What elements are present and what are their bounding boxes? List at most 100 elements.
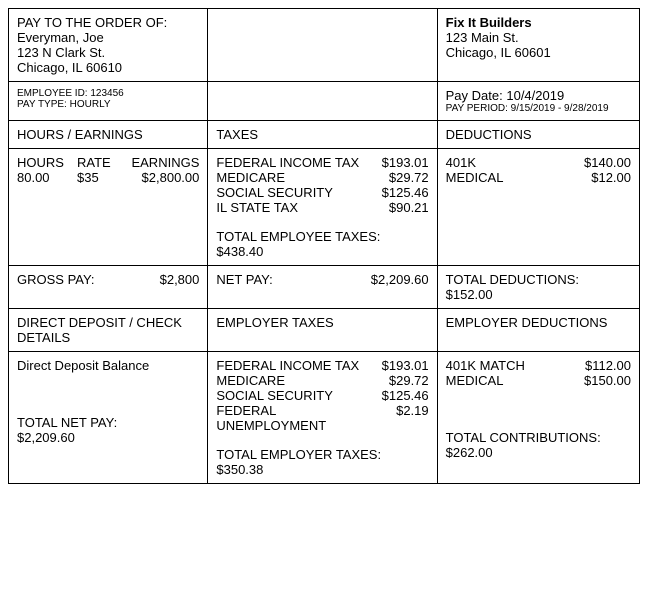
- employee-meta: EMPLOYEE ID: 123456 PAY TYPE: HOURLY: [9, 82, 208, 120]
- line-item: FEDERAL UNEMPLOYMENT$2.19: [216, 403, 428, 433]
- line-item-label: 401K: [446, 155, 566, 170]
- line-item-label: IL STATE TAX: [216, 200, 363, 215]
- meta-middle-empty: [208, 82, 437, 120]
- line-item: SOCIAL SECURITY$125.46: [216, 388, 428, 403]
- employer-taxes-block: FEDERAL INCOME TAX$193.01MEDICARE$29.72S…: [208, 352, 437, 483]
- line-item: IL STATE TAX$90.21: [216, 200, 428, 215]
- total-employer-taxes-value: $350.38: [216, 462, 428, 477]
- line-item-value: $125.46: [364, 185, 429, 200]
- payee-name: Everyman, Joe: [17, 30, 199, 45]
- net-pay-block: NET PAY: $2,209.60: [208, 266, 437, 308]
- line-item-label: MEDICAL: [446, 373, 566, 388]
- gross-pay-label: GROSS PAY:: [17, 272, 95, 287]
- total-deductions-block: TOTAL DEDUCTIONS: $152.00: [438, 266, 639, 308]
- pay-period-line: PAY PERIOD: 9/15/2019 - 9/28/2019: [446, 103, 631, 114]
- col-hours-label: HOURS: [17, 155, 77, 170]
- line-item: MEDICAL$12.00: [446, 170, 631, 185]
- line-item: FEDERAL INCOME TAX$193.01: [216, 155, 428, 170]
- deposit-block: Direct Deposit Balance TOTAL NET PAY: $2…: [9, 352, 208, 483]
- line-item-label: MEDICARE: [216, 170, 363, 185]
- line-item: MEDICAL$150.00: [446, 373, 631, 388]
- totals-row-1: GROSS PAY: $2,800 NET PAY: $2,209.60 TOT…: [9, 266, 639, 309]
- employer-deductions-header: EMPLOYER DEDUCTIONS: [438, 309, 639, 351]
- line-item-value: $193.01: [364, 358, 429, 373]
- total-contributions-label: TOTAL CONTRIBUTIONS:: [446, 430, 631, 445]
- line-item-value: $150.00: [566, 373, 631, 388]
- line-item: FEDERAL INCOME TAX$193.01: [216, 358, 428, 373]
- payee-addr2: Chicago, IL 60610: [17, 60, 199, 75]
- net-pay-value: $2,209.60: [371, 272, 429, 287]
- line-item-label: 401K MATCH: [446, 358, 566, 373]
- pay-date-block: Pay Date: 10/4/2019 PAY PERIOD: 9/15/201…: [438, 82, 639, 120]
- col-rate-label: RATE: [77, 155, 117, 170]
- pay-type-label: PAY TYPE:: [17, 99, 67, 110]
- line-item-value: $140.00: [566, 155, 631, 170]
- body-row-2: Direct Deposit Balance TOTAL NET PAY: $2…: [9, 352, 639, 483]
- total-employee-taxes-label: TOTAL EMPLOYEE TAXES:: [216, 229, 428, 244]
- line-item-value: $125.46: [364, 388, 429, 403]
- section-headers-row-2: DIRECT DEPOSIT / CHECK DETAILS EMPLOYER …: [9, 309, 639, 352]
- total-deductions-value: $152.00: [446, 287, 631, 302]
- line-item: 401K MATCH$112.00: [446, 358, 631, 373]
- line-item-value: $193.01: [364, 155, 429, 170]
- net-pay-label: NET PAY:: [216, 272, 272, 287]
- line-item-label: FEDERAL INCOME TAX: [216, 358, 363, 373]
- line-item-label: MEDICAL: [446, 170, 566, 185]
- payee-block: PAY TO THE ORDER OF: Everyman, Joe 123 N…: [9, 9, 208, 81]
- pay-date-line: Pay Date: 10/4/2019: [446, 88, 631, 103]
- payee-addr1: 123 N Clark St.: [17, 45, 199, 60]
- pay-to-label: PAY TO THE ORDER OF:: [17, 15, 199, 30]
- company-name: Fix It Builders: [446, 15, 631, 30]
- deductions-header: DEDUCTIONS: [438, 121, 639, 148]
- total-contributions-value: $262.00: [446, 445, 631, 460]
- rate-value: $35: [77, 170, 117, 185]
- col-earn-label: EARNINGS: [117, 155, 199, 170]
- line-item: MEDICARE$29.72: [216, 170, 428, 185]
- hours-earnings-header: HOURS / EARNINGS: [9, 121, 208, 148]
- employee-id-label: EMPLOYEE ID:: [17, 88, 88, 99]
- total-net-pay-label: TOTAL NET PAY:: [17, 415, 199, 430]
- line-item-value: $90.21: [364, 200, 429, 215]
- header-row: PAY TO THE ORDER OF: Everyman, Joe 123 N…: [9, 9, 639, 82]
- meta-row: EMPLOYEE ID: 123456 PAY TYPE: HOURLY Pay…: [9, 82, 639, 121]
- company-addr2: Chicago, IL 60601: [446, 45, 631, 60]
- line-item-label: SOCIAL SECURITY: [216, 388, 363, 403]
- earnings-col-headers: HOURS RATE EARNINGS: [17, 155, 199, 170]
- deductions-block: 401K$140.00MEDICAL$12.00: [438, 149, 639, 265]
- body-row-1: HOURS RATE EARNINGS 80.00 $35 $2,800.00 …: [9, 149, 639, 266]
- line-item-value: $29.72: [364, 373, 429, 388]
- employee-id-value: 123456: [90, 88, 123, 99]
- earnings-block: HOURS RATE EARNINGS 80.00 $35 $2,800.00: [9, 149, 208, 265]
- hours-value: 80.00: [17, 170, 77, 185]
- line-item-value: $29.72: [364, 170, 429, 185]
- line-item-value: $12.00: [566, 170, 631, 185]
- line-item: MEDICARE$29.72: [216, 373, 428, 388]
- pay-type-value: HOURLY: [70, 99, 111, 110]
- employer-deductions-block: 401K MATCH$112.00MEDICAL$150.00 TOTAL CO…: [438, 352, 639, 483]
- gross-pay-block: GROSS PAY: $2,800: [9, 266, 208, 308]
- company-block: Fix It Builders 123 Main St. Chicago, IL…: [438, 9, 639, 81]
- line-item: SOCIAL SECURITY$125.46: [216, 185, 428, 200]
- taxes-header: TAXES: [208, 121, 437, 148]
- line-item-label: FEDERAL UNEMPLOYMENT: [216, 403, 363, 433]
- employee-id-line: EMPLOYEE ID: 123456: [17, 88, 199, 99]
- line-item-value: $2.19: [364, 403, 429, 433]
- line-item-value: $112.00: [566, 358, 631, 373]
- section-headers-row: HOURS / EARNINGS TAXES DEDUCTIONS: [9, 121, 639, 149]
- line-item-label: MEDICARE: [216, 373, 363, 388]
- pay-date-label: Pay Date:: [446, 88, 503, 103]
- line-item: 401K$140.00: [446, 155, 631, 170]
- gross-pay-value: $2,800: [160, 272, 200, 287]
- earnings-value: $2,800.00: [117, 170, 199, 185]
- company-addr1: 123 Main St.: [446, 30, 631, 45]
- taxes-block: FEDERAL INCOME TAX$193.01MEDICARE$29.72S…: [208, 149, 437, 265]
- pay-date-value: 10/4/2019: [506, 88, 564, 103]
- header-middle-empty: [208, 9, 437, 81]
- line-item-label: SOCIAL SECURITY: [216, 185, 363, 200]
- pay-period-value: 9/15/2019 - 9/28/2019: [511, 103, 609, 114]
- total-net-pay-value: $2,209.60: [17, 430, 199, 445]
- employer-taxes-header: EMPLOYER TAXES: [208, 309, 437, 351]
- deposit-header: DIRECT DEPOSIT / CHECK DETAILS: [9, 309, 208, 351]
- line-item-label: FEDERAL INCOME TAX: [216, 155, 363, 170]
- total-employee-taxes-value: $438.40: [216, 244, 428, 259]
